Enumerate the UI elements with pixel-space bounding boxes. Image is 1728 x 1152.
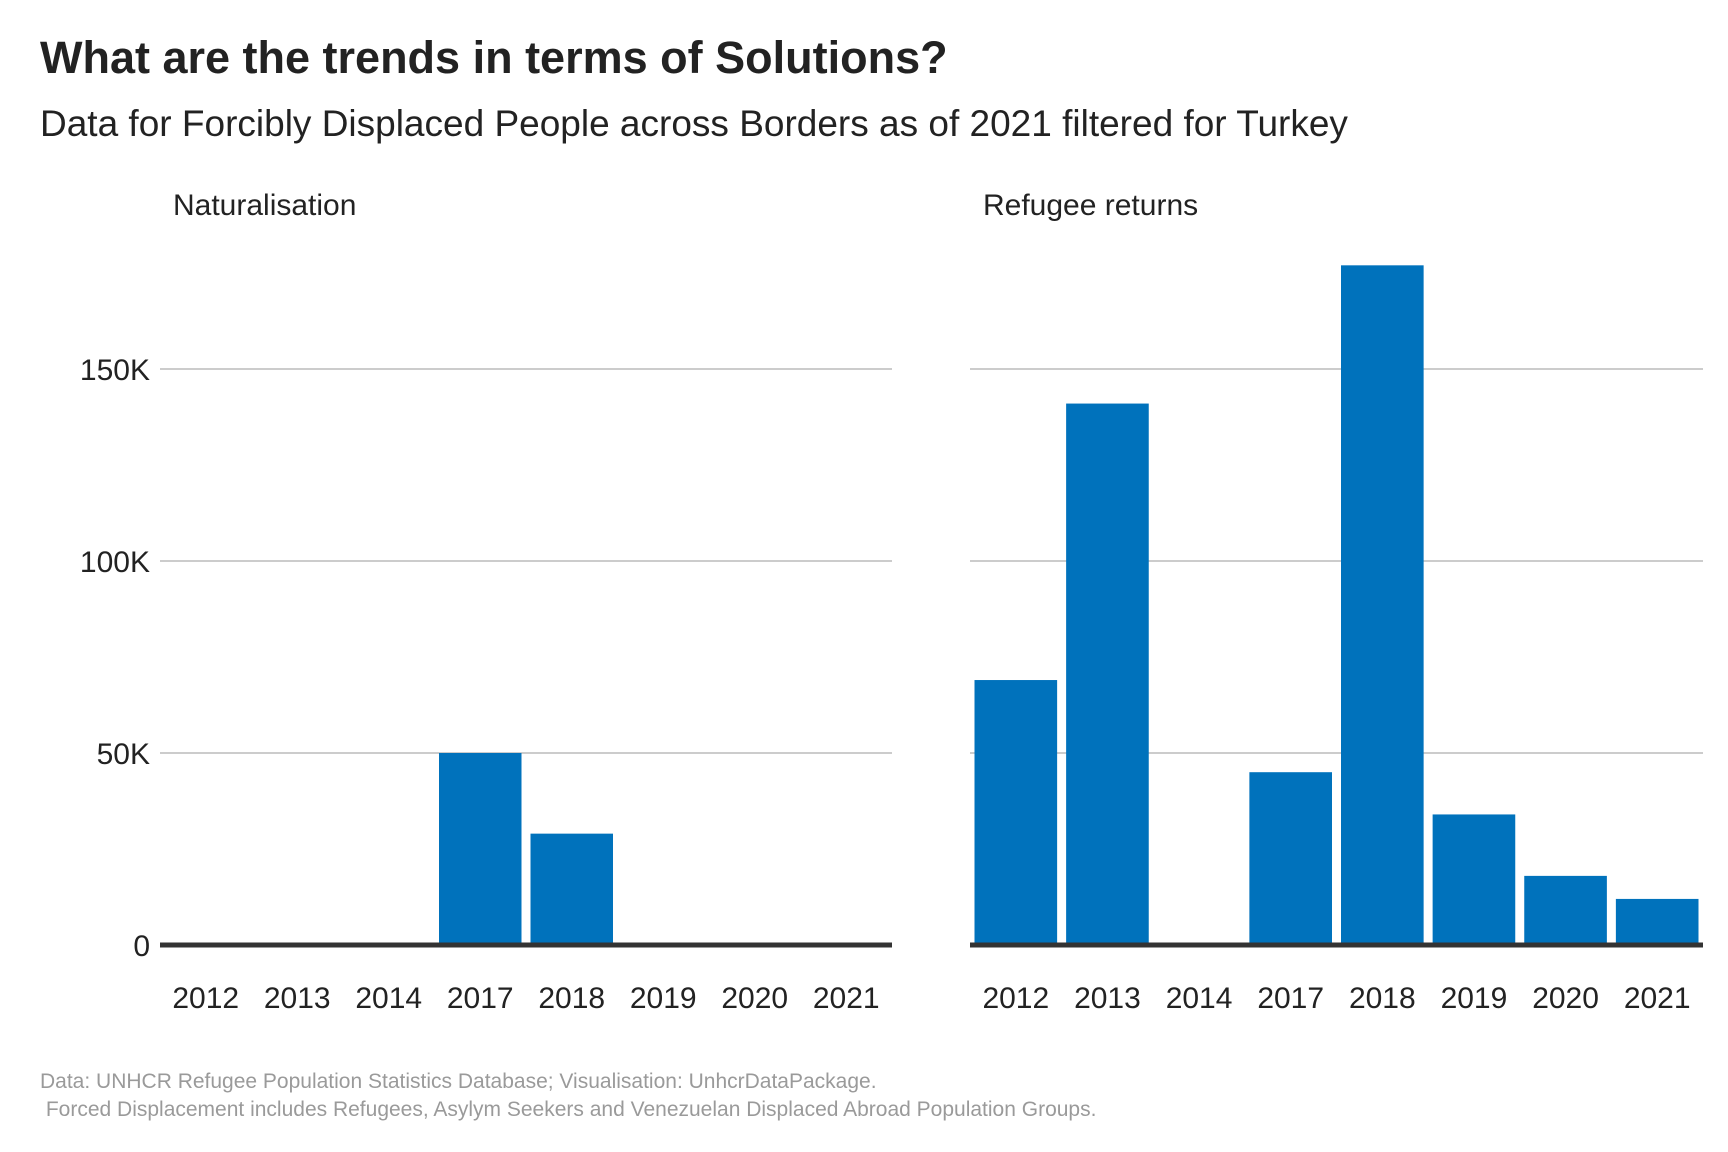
facet-title-refugee-returns: Refugee returns xyxy=(983,189,1198,222)
y-axis-ticks: 0 50K 100K 150K xyxy=(80,354,150,963)
caption-source: Data: UNHCR Refugee Population Statistic… xyxy=(40,1070,877,1093)
chart-title: What are the trends in terms of Solution… xyxy=(40,32,948,83)
x-tick-label-2019: 2019 xyxy=(630,982,697,1015)
bars xyxy=(439,753,613,945)
facet-title-naturalisation: Naturalisation xyxy=(173,189,356,222)
bar-2017 xyxy=(439,753,522,945)
bar-2017 xyxy=(1249,772,1332,945)
chart-subtitle: Data for Forcibly Displaced People acros… xyxy=(40,103,1348,144)
y-tick-label: 100K xyxy=(80,546,150,579)
bar-2021 xyxy=(1615,898,1699,945)
x-tick-label-2018: 2018 xyxy=(538,982,605,1015)
x-tick-label-2013: 2013 xyxy=(1074,982,1141,1015)
x-tick-label-2019: 2019 xyxy=(1441,982,1508,1015)
x-tick-label-2014: 2014 xyxy=(355,982,422,1015)
gridlines xyxy=(160,368,892,754)
bar-2020 xyxy=(1524,875,1607,945)
x-axis-ticks: 2012 2013 2014 2017 2018 2019 2020 2021 xyxy=(172,982,879,1015)
bar-2012 xyxy=(974,680,1058,945)
x-tick-label-2017: 2017 xyxy=(1257,982,1324,1015)
x-tick-label-2014: 2014 xyxy=(1166,982,1233,1015)
naturalisation-panel: Naturalisation 0 50K 100K 150K 2012 2013 2014… xyxy=(80,189,892,1015)
bar-2013 xyxy=(1066,403,1149,945)
caption-note: Forced Displacement includes Refugees, A… xyxy=(40,1098,1096,1121)
y-tick-label: 50K xyxy=(97,738,150,771)
x-tick-label-2013: 2013 xyxy=(264,982,331,1015)
x-tick-label-2012: 2012 xyxy=(982,982,1049,1015)
y-tick-label: 0 xyxy=(133,930,150,963)
bar-2018 xyxy=(530,833,613,945)
x-tick-label-2018: 2018 xyxy=(1349,982,1416,1015)
bar-2019 xyxy=(1432,814,1516,945)
x-tick-label-2017: 2017 xyxy=(447,982,514,1015)
x-tick-label-2021: 2021 xyxy=(813,982,880,1015)
bars xyxy=(974,265,1699,945)
x-tick-label-2021: 2021 xyxy=(1624,982,1691,1015)
x-tick-label-2012: 2012 xyxy=(172,982,239,1015)
x-tick-label-2020: 2020 xyxy=(721,982,788,1015)
y-tick-label: 150K xyxy=(80,354,150,387)
refugee-returns-panel: Refugee returns 2012 2013 2014 2017 2018 2019… xyxy=(970,189,1703,1015)
x-tick-label-2020: 2020 xyxy=(1532,982,1599,1015)
x-axis-ticks: 2012 2013 2014 2017 2018 2019 2020 2021 xyxy=(982,982,1690,1015)
bar-2018 xyxy=(1341,265,1424,945)
